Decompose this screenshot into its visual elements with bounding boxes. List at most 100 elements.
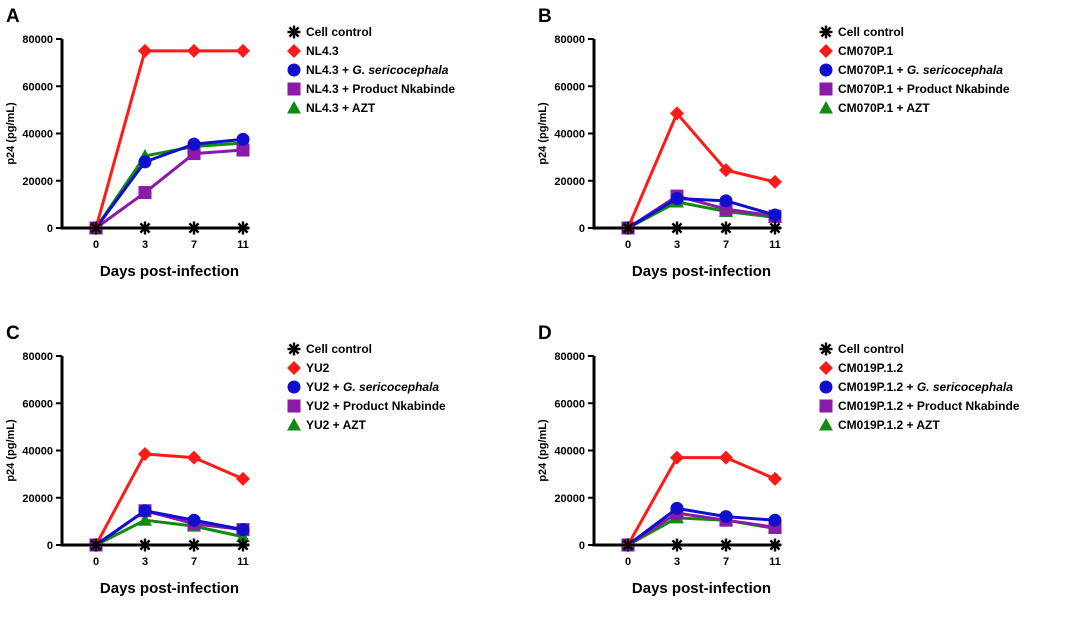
data-point bbox=[670, 106, 684, 121]
x-axis-title: Days post-infection bbox=[632, 263, 771, 280]
data-point bbox=[89, 538, 103, 552]
legend-marker bbox=[819, 380, 833, 394]
series-line bbox=[627, 200, 776, 230]
data-point bbox=[768, 538, 782, 552]
series-line bbox=[627, 506, 776, 547]
data-point bbox=[719, 194, 733, 208]
data-point bbox=[719, 450, 733, 465]
series-line bbox=[627, 511, 776, 547]
legend-label: YU2 + G. sericocephala bbox=[306, 380, 439, 394]
data-point bbox=[670, 221, 684, 235]
legend-label: CM019P.1.2 + Product Nkabinde bbox=[838, 399, 1020, 413]
legend-marker bbox=[287, 82, 301, 96]
legend-label-main: NL4.3 + Product Nkabinde bbox=[306, 82, 455, 96]
y-tick-label: 40000 bbox=[554, 446, 585, 458]
x-tick-label: 7 bbox=[723, 556, 729, 568]
legend-label-main: CM019P.1.2 bbox=[838, 361, 903, 375]
data-point bbox=[187, 147, 201, 161]
x-tick-label: 3 bbox=[142, 239, 148, 251]
chart-svg: B 0 20000 40000 60000 80000 0 3 7 11 Days post-inf… bbox=[537, 6, 1010, 280]
y-tick-label: 60000 bbox=[554, 81, 585, 93]
x-axis-title: Days post-infection bbox=[100, 580, 239, 597]
series-line bbox=[95, 509, 244, 547]
x-axis-title: Days post-infection bbox=[632, 580, 771, 597]
y-tick-label: 0 bbox=[579, 223, 585, 235]
x-tick-label: 11 bbox=[237, 239, 249, 251]
data-point bbox=[138, 186, 152, 200]
series-line bbox=[94, 137, 244, 229]
legend-label-main: CM019P.1.2 + AZT bbox=[838, 418, 940, 432]
y-tick-label: 80000 bbox=[554, 351, 585, 363]
legend-marker bbox=[819, 63, 833, 77]
legend-marker bbox=[287, 399, 301, 413]
x-tick-label: 0 bbox=[93, 556, 99, 568]
data-point bbox=[236, 43, 250, 58]
y-tick-label: 20000 bbox=[554, 493, 585, 505]
legend-label: Cell control bbox=[838, 342, 904, 356]
legend-label: CM019P.1.2 + AZT bbox=[838, 418, 940, 432]
y-tick-label: 80000 bbox=[22, 351, 53, 363]
y-tick-label: 40000 bbox=[22, 446, 53, 458]
series-line bbox=[94, 49, 243, 229]
x-tick-label: 3 bbox=[674, 556, 680, 568]
series-line bbox=[627, 196, 776, 230]
panel-letter: C bbox=[6, 323, 20, 344]
legend-marker bbox=[287, 418, 301, 431]
series-line bbox=[94, 141, 244, 229]
data-point bbox=[719, 163, 733, 178]
legend-marker bbox=[819, 418, 833, 431]
x-axis-title: Days post-infection bbox=[100, 263, 239, 280]
legend-label-main: CM070P.1 + bbox=[838, 63, 907, 77]
legend-label: NL4.3 + AZT bbox=[306, 101, 376, 115]
x-tick-label: 7 bbox=[723, 239, 729, 251]
legend-label-main: CM070P.1 bbox=[838, 44, 893, 58]
panel-letter: D bbox=[538, 323, 552, 344]
y-tick-label: 20000 bbox=[554, 176, 585, 188]
legend-marker bbox=[287, 63, 301, 77]
y-axis-title: p24 (pg/mL) bbox=[5, 419, 17, 482]
panel-c: C 0 20000 40000 60000 80000 0 3 7 11 Days post-inf… bbox=[0, 317, 530, 629]
data-point bbox=[719, 510, 733, 524]
legend-marker bbox=[287, 361, 301, 375]
data-point bbox=[768, 174, 782, 189]
data-point bbox=[138, 43, 152, 58]
legend-label-species: G. sericocephala bbox=[343, 380, 439, 394]
data-point bbox=[621, 538, 635, 552]
legend-marker bbox=[819, 101, 833, 114]
x-tick-label: 11 bbox=[769, 239, 781, 251]
series-line bbox=[95, 518, 244, 547]
x-tick-label: 3 bbox=[674, 239, 680, 251]
data-point bbox=[768, 221, 782, 235]
data-point bbox=[138, 221, 152, 235]
chart-svg: D 0 20000 40000 60000 80000 0 3 7 11 Days post-inf… bbox=[537, 323, 1020, 597]
legend-label: CM019P.1.2 + G. sericocephala bbox=[838, 380, 1013, 394]
legend-marker bbox=[287, 380, 301, 394]
data-point bbox=[138, 538, 152, 552]
data-point bbox=[236, 471, 250, 486]
panel-d: D 0 20000 40000 60000 80000 0 3 7 11 Days post-inf… bbox=[532, 317, 1062, 629]
data-point bbox=[236, 221, 250, 235]
legend-label: CM070P.1 + AZT bbox=[838, 101, 930, 115]
data-point bbox=[236, 143, 250, 157]
legend-label: CM019P.1.2 bbox=[838, 361, 903, 375]
data-point bbox=[138, 513, 152, 526]
x-tick-label: 7 bbox=[191, 239, 197, 251]
legend-label-main: Cell control bbox=[838, 342, 904, 356]
legend-label-main: NL4.3 + AZT bbox=[306, 101, 376, 115]
legend-label: NL4.3 + Product Nkabinde bbox=[306, 82, 455, 96]
panel-a: A 0 20000 40000 60000 80000 0 3 7 11 Days post-inf… bbox=[0, 0, 530, 312]
data-point bbox=[236, 538, 250, 552]
x-tick-label: 0 bbox=[93, 239, 99, 251]
data-point bbox=[670, 191, 684, 205]
legend-label: Cell control bbox=[306, 25, 372, 39]
legend-label-main: CM019P.1.2 + bbox=[838, 380, 917, 394]
y-axis-title: p24 (pg/mL) bbox=[537, 102, 549, 165]
data-point bbox=[670, 501, 684, 515]
legend-marker bbox=[819, 361, 833, 375]
legend-label-species: G. sericocephala bbox=[352, 63, 448, 77]
data-point bbox=[187, 450, 201, 465]
y-tick-label: 60000 bbox=[22, 81, 53, 93]
legend-label: CM070P.1 + Product Nkabinde bbox=[838, 82, 1010, 96]
legend-label-main: Cell control bbox=[306, 342, 372, 356]
data-point bbox=[187, 538, 201, 552]
